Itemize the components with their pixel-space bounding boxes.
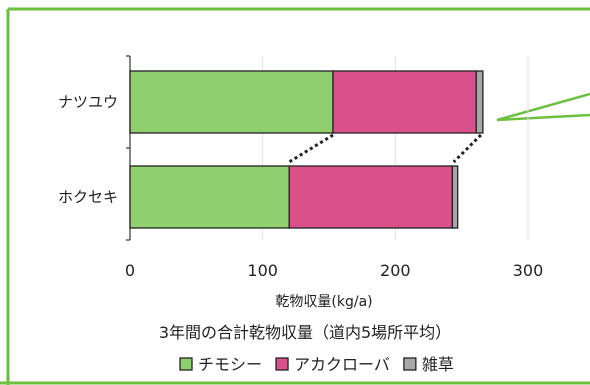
x-axis-label: 乾物収量(kg/a)	[275, 294, 372, 310]
bar-2-series-1	[129, 165, 290, 229]
bar-2-series-3	[451, 165, 459, 229]
bar-1-series-3	[475, 70, 484, 134]
chart-title: 3年間の合計乾物収量（道内5場所平均）	[159, 323, 451, 342]
bar-2-series-2	[288, 165, 454, 229]
frame	[0, 7, 590, 385]
legend-label: アカクローバ	[294, 355, 390, 374]
legend-label: 雑草	[422, 355, 454, 374]
connector-timothy	[288, 133, 334, 164]
bars	[129, 70, 484, 229]
category-label: ホクセキ	[58, 188, 118, 206]
x-tick-label: 100	[247, 261, 278, 280]
legend-swatch	[403, 357, 417, 371]
bar-1-series-2	[332, 70, 477, 134]
category-label: ナツユウ	[58, 93, 118, 111]
legend-label: チモシー	[198, 355, 262, 374]
x-tick-label: 200	[380, 261, 411, 280]
legend-swatch	[275, 357, 289, 371]
x-tick-labels: 0 100 200 300	[125, 261, 543, 280]
x-tick-label: 0	[125, 261, 135, 280]
legend-swatch	[179, 357, 193, 371]
connector-lines	[288, 133, 482, 164]
x-tick-label: 300	[513, 261, 544, 280]
bar-1-series-1	[129, 70, 334, 134]
connector-total	[452, 133, 482, 164]
callout-pointer	[496, 92, 590, 122]
legend: チモシー アカクローバ 雑草	[179, 355, 454, 374]
